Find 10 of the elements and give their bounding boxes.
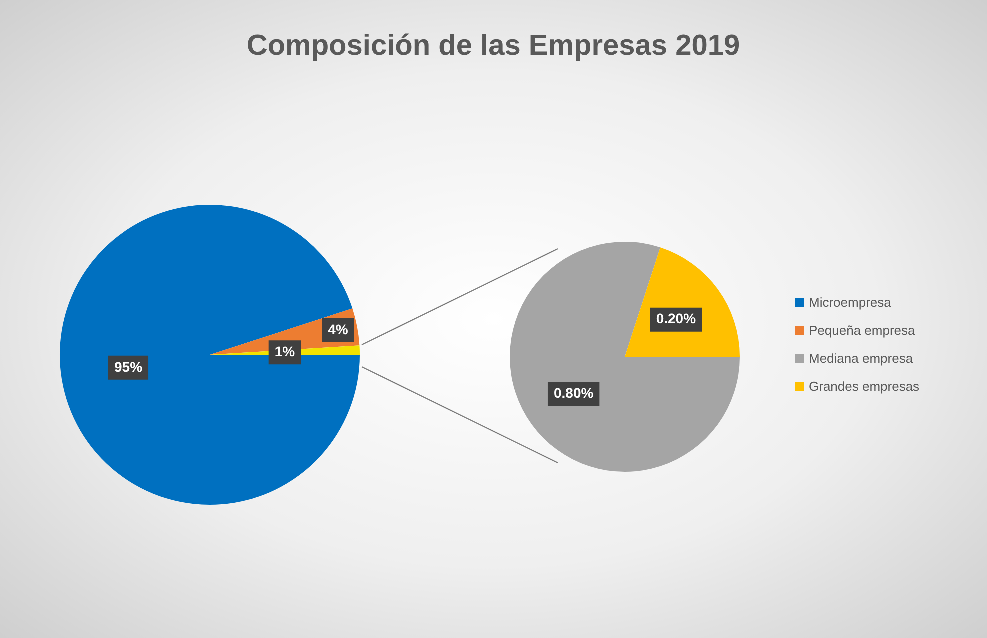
data-label: 0.20%: [656, 310, 697, 327]
legend-label: Pequeña empresa: [809, 322, 916, 338]
data-label: 1%: [274, 344, 296, 360]
legend-label: Mediana empresa: [809, 350, 914, 366]
data-label: 95%: [114, 358, 144, 375]
legend-label: Microempresa: [809, 294, 892, 310]
chart-title: Composición de las Empresas 2019: [246, 30, 742, 63]
data-label: 4%: [328, 321, 349, 338]
data-label: 0.80%: [554, 385, 594, 402]
legend-label: Grandes empresas: [809, 378, 920, 394]
